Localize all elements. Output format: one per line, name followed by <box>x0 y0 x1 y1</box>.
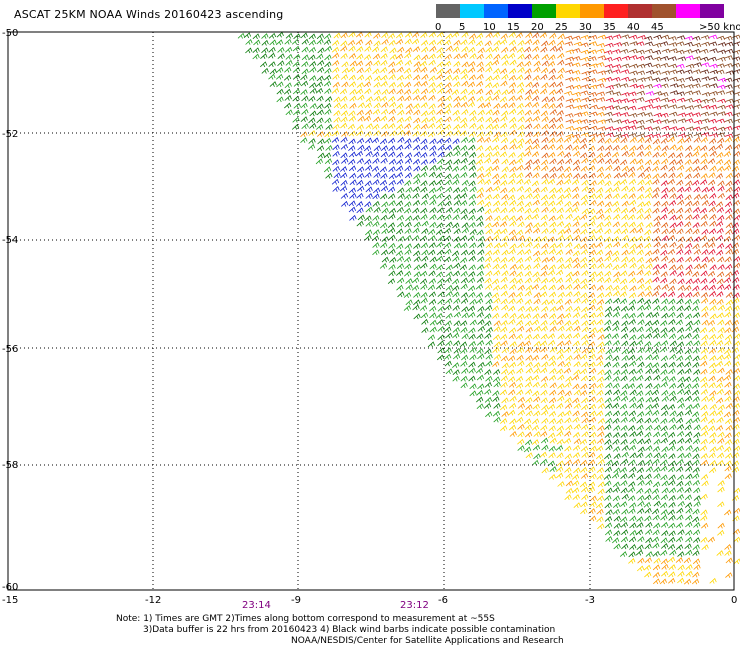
lon-label: -9 <box>291 595 301 606</box>
chart-title: ASCAT 25KM NOAA Winds 20160423 ascending <box>14 8 284 21</box>
lat-label: -58 <box>2 460 18 471</box>
longitude-labels: -15 -12 -9 -6 -3 0 <box>2 595 737 606</box>
lat-label: -52 <box>2 129 18 140</box>
lat-label: -50 <box>2 28 18 39</box>
lat-label: -54 <box>2 235 18 246</box>
lon-label: -15 <box>2 595 18 606</box>
note-line-1: Note: 1) Times are GMT 2)Times along bot… <box>116 614 495 624</box>
note-line-3: NOAA/NESDIS/Center for Satellite Applica… <box>291 636 564 646</box>
lat-lon-grid <box>8 32 734 590</box>
lat-label: -60 <box>2 582 18 593</box>
note-line-2: 3)Data buffer is 22 hrs from 20160423 4)… <box>143 625 556 635</box>
lon-label: -12 <box>145 595 161 606</box>
map-frame <box>7 31 735 591</box>
lat-label: -56 <box>2 344 18 355</box>
pass-time-label: 23:14 <box>242 600 271 611</box>
pass-time-label: 23:12 <box>400 600 429 611</box>
latitude-labels: -50 -52 -54 -56 -58 -60 <box>2 28 18 593</box>
wind-barb-field <box>237 31 740 585</box>
lon-label: -3 <box>585 595 595 606</box>
lon-label: 0 <box>731 595 737 606</box>
lon-label: -6 <box>438 595 448 606</box>
